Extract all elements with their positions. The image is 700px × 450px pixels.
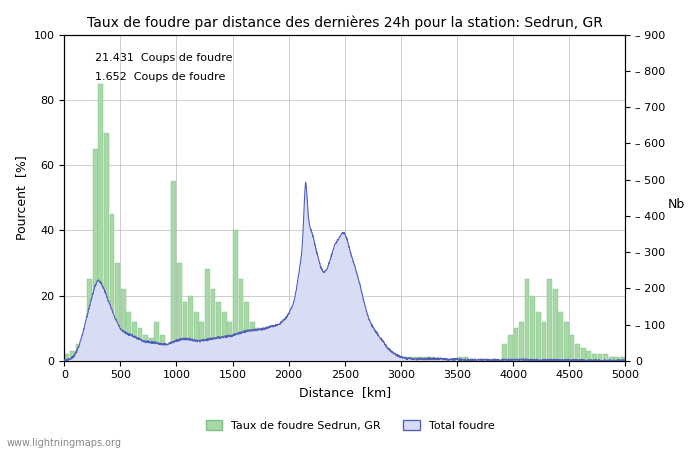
Bar xyxy=(553,289,557,361)
Bar xyxy=(144,335,148,361)
Bar xyxy=(87,279,92,361)
Bar xyxy=(570,335,575,361)
Bar xyxy=(356,351,361,361)
Bar xyxy=(609,357,614,361)
Legend: Taux de foudre Sedrun, GR, Total foudre: Taux de foudre Sedrun, GR, Total foudre xyxy=(201,416,499,436)
Bar xyxy=(418,357,423,361)
Bar xyxy=(564,322,569,361)
Bar xyxy=(615,357,620,361)
Title: Taux de foudre par distance des dernières 24h pour la station: Sedrun, GR: Taux de foudre par distance des dernière… xyxy=(87,15,603,30)
Bar xyxy=(384,354,389,361)
Bar xyxy=(256,328,260,361)
Bar xyxy=(345,344,350,361)
Bar xyxy=(211,289,216,361)
Bar xyxy=(149,338,153,361)
Bar xyxy=(581,348,586,361)
Bar xyxy=(222,312,227,361)
Bar xyxy=(81,338,86,361)
Bar xyxy=(239,279,244,361)
Bar xyxy=(407,357,412,361)
Bar xyxy=(362,354,367,361)
Bar xyxy=(194,312,199,361)
Bar xyxy=(395,357,400,361)
Bar xyxy=(306,279,311,361)
Bar xyxy=(272,338,277,361)
Bar xyxy=(379,354,384,361)
Bar xyxy=(323,289,328,361)
Bar xyxy=(463,357,468,361)
Bar xyxy=(70,351,75,361)
Bar xyxy=(160,335,164,361)
Y-axis label: Pourcent  [%]: Pourcent [%] xyxy=(15,155,28,240)
Bar xyxy=(508,335,512,361)
Text: 21.431  Coups de foudre: 21.431 Coups de foudre xyxy=(95,53,232,63)
Bar xyxy=(295,328,300,361)
Bar xyxy=(334,322,339,361)
Bar xyxy=(64,354,69,361)
Bar xyxy=(531,296,535,361)
Bar xyxy=(155,322,159,361)
Bar xyxy=(289,322,294,361)
Bar xyxy=(233,230,238,361)
Bar xyxy=(284,335,288,361)
Bar xyxy=(503,344,507,361)
Bar xyxy=(183,302,188,361)
Bar xyxy=(92,149,97,361)
Bar xyxy=(116,263,120,361)
Bar xyxy=(317,270,322,361)
Bar xyxy=(401,357,406,361)
Bar xyxy=(328,302,333,361)
Bar xyxy=(76,344,80,361)
Bar xyxy=(244,302,249,361)
Bar xyxy=(138,328,142,361)
Bar xyxy=(457,357,462,361)
Bar xyxy=(424,357,428,361)
Bar xyxy=(199,322,204,361)
Bar xyxy=(514,328,518,361)
X-axis label: Distance  [km]: Distance [km] xyxy=(299,386,391,399)
Bar xyxy=(188,296,193,361)
Y-axis label: Nb: Nb xyxy=(668,198,685,211)
Bar xyxy=(412,357,417,361)
Bar xyxy=(110,214,114,361)
Bar xyxy=(340,335,344,361)
Bar xyxy=(351,348,356,361)
Bar xyxy=(177,263,182,361)
Bar xyxy=(250,322,255,361)
Bar xyxy=(429,357,434,361)
Bar xyxy=(368,354,372,361)
Text: 1.652  Coups de foudre: 1.652 Coups de foudre xyxy=(95,72,225,82)
Bar xyxy=(121,289,125,361)
Bar xyxy=(620,357,625,361)
Bar xyxy=(390,357,395,361)
Bar xyxy=(99,84,103,361)
Bar xyxy=(373,354,378,361)
Bar xyxy=(172,181,176,361)
Bar xyxy=(312,263,316,361)
Bar xyxy=(261,335,266,361)
Bar xyxy=(205,270,210,361)
Bar xyxy=(166,344,170,361)
Bar xyxy=(542,322,546,361)
Bar xyxy=(104,133,108,361)
Bar xyxy=(587,351,592,361)
Bar xyxy=(525,279,529,361)
Bar xyxy=(575,344,580,361)
Bar xyxy=(228,322,232,361)
Bar xyxy=(519,322,524,361)
Bar xyxy=(559,312,564,361)
Text: www.lightningmaps.org: www.lightningmaps.org xyxy=(7,438,122,448)
Bar xyxy=(547,279,552,361)
Bar xyxy=(132,322,137,361)
Bar xyxy=(603,354,608,361)
Bar xyxy=(127,312,131,361)
Bar xyxy=(267,335,272,361)
Bar xyxy=(216,302,221,361)
Bar xyxy=(300,315,305,361)
Bar xyxy=(592,354,597,361)
Bar xyxy=(536,312,540,361)
Bar xyxy=(598,354,603,361)
Bar xyxy=(278,328,283,361)
